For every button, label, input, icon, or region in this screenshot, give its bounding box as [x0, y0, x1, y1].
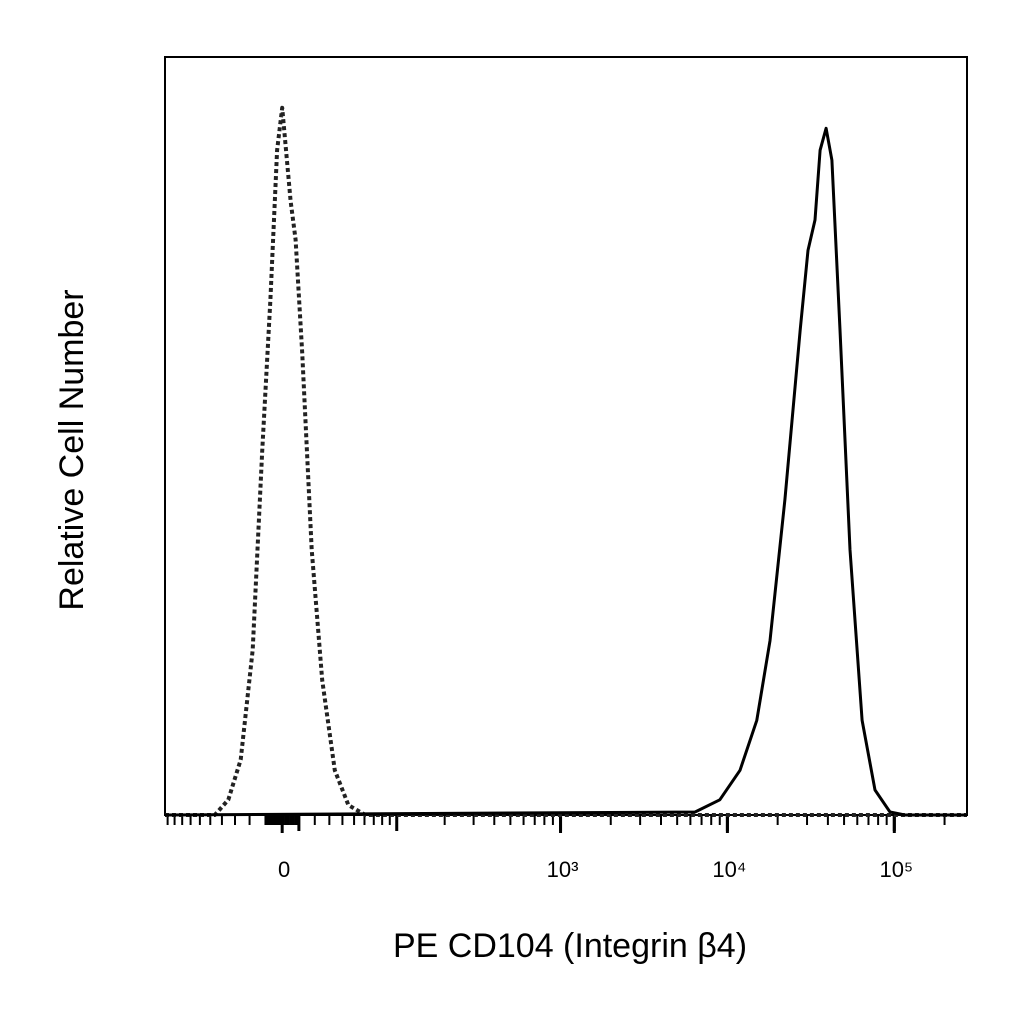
x-axis-title: PE CD104 (Integrin β4): [393, 927, 747, 965]
x-tick-label: 0: [278, 857, 290, 882]
plot-frame: [164, 56, 968, 816]
x-tick-label: 10⁴: [712, 857, 746, 882]
x-tick-label: 10⁵: [880, 857, 914, 882]
histogram-line: [164, 126, 967, 817]
histogram-line: [165, 105, 967, 817]
y-axis-title: Relative Cell Number: [53, 289, 91, 610]
x-tick-label: 10³: [547, 857, 579, 882]
